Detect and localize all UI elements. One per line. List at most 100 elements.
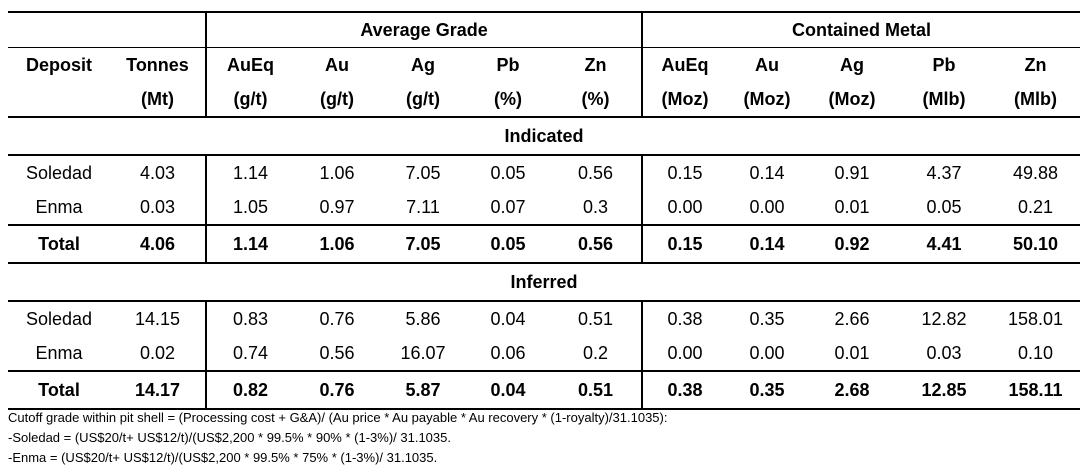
total-cell: 0.92 [807, 224, 898, 264]
total-cell: 12.85 [897, 370, 992, 410]
column-unit: (Moz) [641, 82, 728, 117]
table-cell: 0.97 [319, 196, 355, 217]
column-unit: (Moz) [743, 88, 791, 109]
section-title: Indicated [8, 116, 1081, 155]
column-header: Ag [380, 47, 466, 82]
table-cell: 0.74 [205, 336, 294, 371]
total-row: Total 4.06 1.14 1.06 7.05 0.05 0.56 0.15 0.14 0.9… [8, 224, 1081, 264]
table-row: Soledad 14.15 0.83 0.76 5.86 0.04 0.51 0.38 0.35… [8, 300, 1081, 336]
table-cell: 0.14 [727, 154, 808, 190]
column-header: Deposit [8, 47, 110, 82]
table-cell: 12.82 [897, 300, 992, 336]
table-cell: 4.37 [897, 154, 992, 190]
column-unit: (g/t) [320, 88, 354, 109]
group-header-row: Average Grade Contained Metal [8, 11, 1081, 48]
total-cell: 4.06 [110, 224, 206, 264]
table-cell: 0.2 [583, 342, 609, 363]
resource-table: Average Grade Contained Metal Deposit Ton… [8, 11, 1081, 410]
average-grade-header: Average Grade [204, 11, 643, 48]
table-cell: 0.03 [926, 342, 962, 363]
table-cell: 0.10 [1018, 342, 1054, 363]
column-header: Ag [807, 47, 898, 82]
table-cell: 0.56 [550, 154, 643, 190]
table-cell: 0.02 [139, 342, 176, 363]
table-cell: 0.05 [466, 154, 550, 190]
table-cell: 0.01 [834, 196, 870, 217]
total-cell: 2.68 [807, 370, 898, 410]
table-cell: 158.01 [991, 300, 1081, 336]
section-title: Inferred [8, 262, 1081, 301]
section-header-row: Inferred [8, 262, 1081, 301]
column-header: Pb [466, 47, 550, 82]
table-cell: 0.51 [550, 300, 643, 336]
table-row: Enma 0.03 1.05 0.97 7.11 0.07 0.3 0.00 0.00 0.01 0… [8, 190, 1080, 225]
column-unit [8, 82, 110, 117]
column-header: Au [294, 47, 380, 82]
table-cell: 0.00 [641, 190, 728, 225]
column-header: Au [727, 47, 808, 82]
total-label: Total [8, 370, 110, 410]
column-unit: (g/t) [406, 88, 440, 109]
column-header: AuEq [205, 47, 294, 82]
table-cell: 0.3 [583, 196, 609, 217]
contained-metal-header: Contained Metal [641, 11, 1081, 48]
total-cell: 4.41 [897, 224, 992, 264]
total-cell: 0.56 [550, 224, 643, 264]
table-cell: 0.38 [641, 300, 728, 336]
total-cell: 50.10 [991, 224, 1081, 264]
footnote-soledad: -Soledad = (US$20/t+ US$12/t)/(US$2,200 … [8, 430, 451, 445]
table-cell: 0.00 [641, 336, 728, 371]
total-cell: 1.06 [294, 224, 380, 264]
column-unit: (%) [581, 88, 610, 109]
table-cell: 0.76 [294, 300, 380, 336]
footnotes: Cutoff grade within pit shell = (Process… [8, 408, 667, 468]
table-cell: 0.00 [749, 342, 785, 363]
total-cell: 7.05 [380, 224, 466, 264]
column-header-row: Deposit Tonnes AuEq Au Ag Pb Zn AuEq Au Ag Pb Zn [8, 47, 1081, 82]
table-cell: 5.86 [380, 300, 466, 336]
footnote-enma: -Enma = (US$20/t+ US$12/t)/(US$2,200 * 9… [8, 450, 438, 465]
column-header: Zn [550, 47, 643, 82]
table-cell: 1.06 [294, 154, 380, 190]
table-cell: 0.35 [727, 300, 808, 336]
total-cell: 158.11 [991, 370, 1081, 410]
table-cell: 0.05 [926, 196, 962, 217]
total-cell: 1.14 [205, 224, 294, 264]
column-unit: (Mlb) [1014, 88, 1058, 109]
table-cell: 0.21 [1018, 196, 1054, 217]
column-header: AuEq [641, 47, 728, 82]
table-cell: 0.07 [490, 196, 526, 217]
table-cell: 0.91 [807, 154, 898, 190]
total-cell: 14.17 [110, 370, 206, 410]
deposit-name: Soledad [8, 300, 110, 336]
total-cell: 0.05 [466, 224, 550, 264]
column-unit: (g/t) [205, 82, 294, 117]
table-cell: 0.15 [641, 154, 728, 190]
table-cell: 0.03 [139, 196, 176, 217]
column-units-row: (Mt) (g/t) (g/t) (g/t) (%) (%) (Moz) (Moz) (Moz)… [8, 82, 1080, 117]
total-cell: 0.76 [294, 370, 380, 410]
table-cell: 0.00 [749, 196, 785, 217]
table-cell: 0.04 [466, 300, 550, 336]
section-header-row: Indicated [8, 116, 1081, 155]
total-cell: 0.04 [466, 370, 550, 410]
table-cell: 2.66 [807, 300, 898, 336]
table-cell: 0.83 [205, 300, 294, 336]
total-cell: 0.35 [727, 370, 808, 410]
table-cell: 7.11 [406, 196, 440, 217]
table-cell: 1.05 [205, 190, 294, 225]
table-cell: 7.05 [380, 154, 466, 190]
total-cell: 0.14 [727, 224, 808, 264]
column-unit: (Mt) [141, 88, 174, 109]
table-row: Soledad 4.03 1.14 1.06 7.05 0.05 0.56 0.15 0.14 0… [8, 154, 1081, 190]
table-cell: 0.56 [319, 342, 355, 363]
column-unit: (%) [494, 88, 522, 109]
deposit-name: Soledad [8, 154, 110, 190]
table-cell: 49.88 [991, 154, 1081, 190]
table-cell: 4.03 [110, 154, 206, 190]
deposit-name: Enma [35, 342, 83, 363]
table-row: Enma 0.02 0.74 0.56 16.07 0.06 0.2 0.00 0.00 0.01… [8, 336, 1080, 371]
column-header: Tonnes [110, 47, 206, 82]
total-row: Total 14.17 0.82 0.76 5.87 0.04 0.51 0.38 0.35 2.… [8, 370, 1081, 410]
column-unit: (Mlb) [922, 88, 966, 109]
